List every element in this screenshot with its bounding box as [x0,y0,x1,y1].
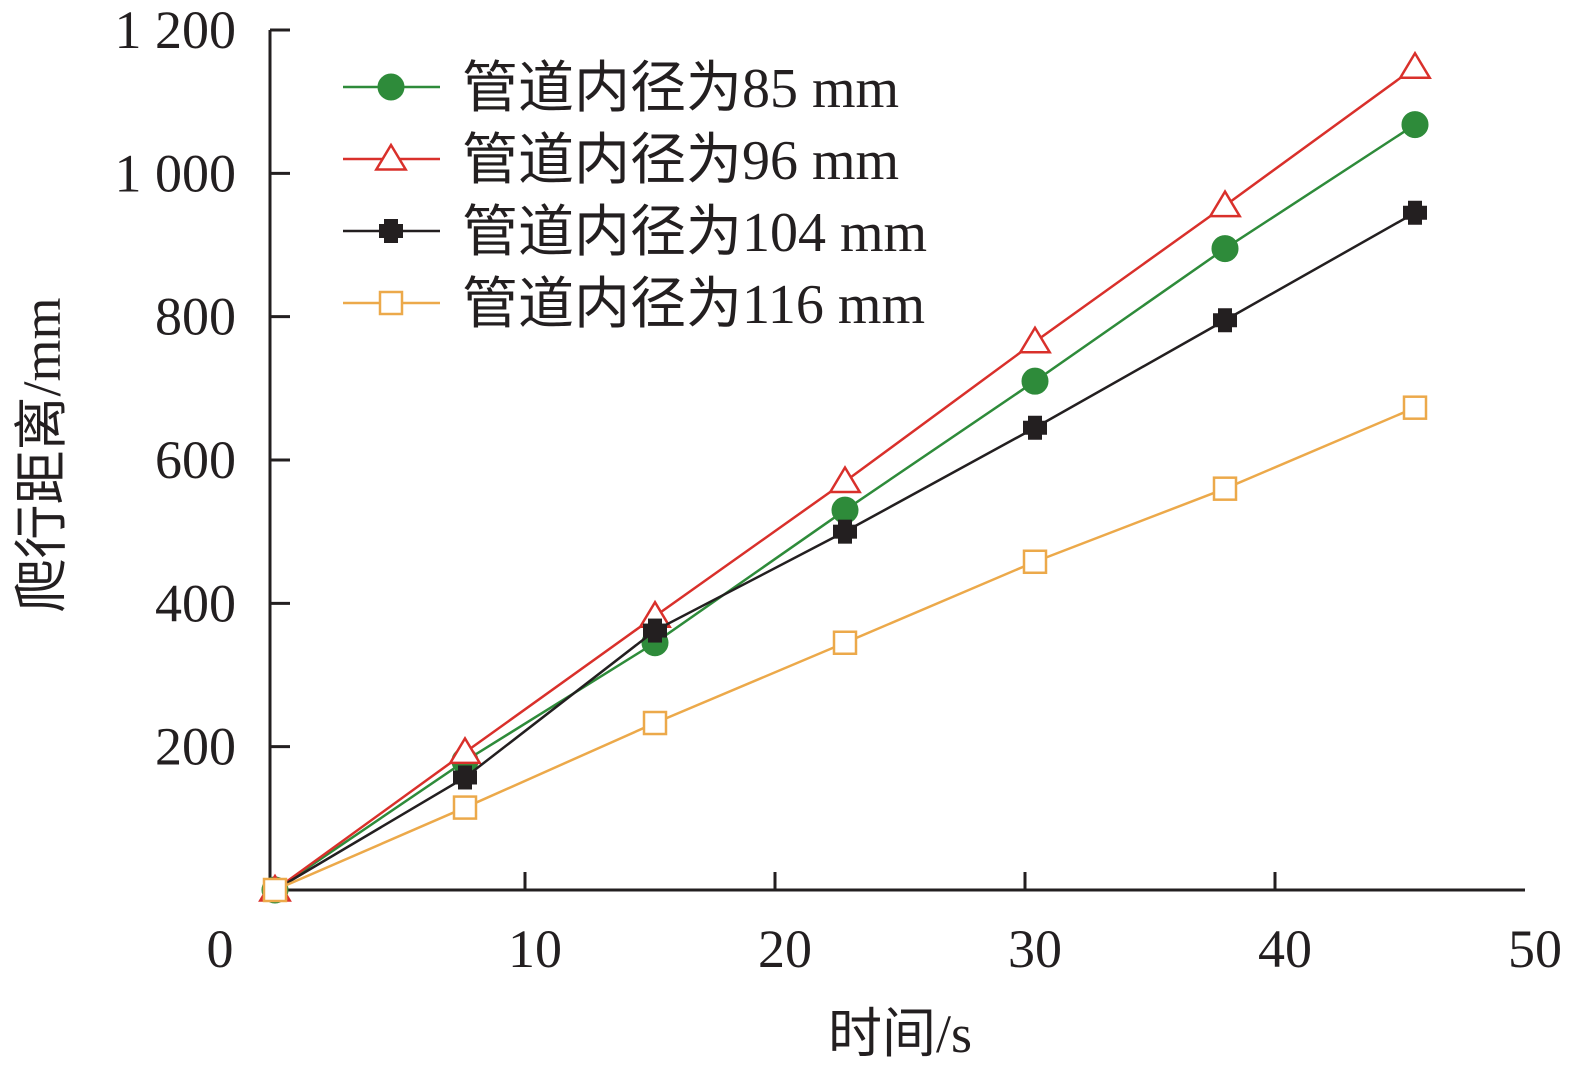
data-point [1023,415,1047,440]
x-tick-label: 0 [207,919,234,979]
data-point [1402,395,1428,420]
data-point [453,765,477,790]
data-point [642,710,668,736]
data-point [262,877,288,903]
legend-item: 管道内径为104 mm [343,202,927,264]
data-point [448,735,482,765]
legend-label: 管道内径为96 mm [462,130,899,192]
data-point [1212,476,1238,501]
x-tick-label: 10 [508,919,562,979]
tick-labels: 200 400 600 800 1 000 1 200 0 10 20 30 40 50 [115,0,1563,979]
axis-ticks [270,28,1277,890]
data-point [1398,50,1432,80]
data-point [828,465,862,494]
y-tick-label: 400 [155,573,236,633]
y-tick-label: 600 [155,430,236,490]
y-tick-label: 200 [155,717,236,777]
legend-marker [377,73,405,101]
data-point [1213,308,1237,333]
data-point [1211,235,1239,263]
data-point [643,618,667,643]
series-layer [258,50,1432,904]
legend-marker [374,142,408,171]
x-axis-label: 时间/s [828,1004,972,1064]
data-point [833,519,857,544]
legend-marker [378,290,404,316]
x-tick-label: 50 [1508,919,1562,979]
data-point [1208,189,1242,218]
legend: 管道内径为85 mm 管道内径为96 mm 管道内径为104 mm 管道内径为116 … [343,58,927,336]
legend-label: 管道内径为104 mm [462,202,927,264]
y-axis-label: 爬行距离/mm [12,297,72,612]
legend-item: 管道内径为96 mm [343,130,899,192]
legend-marker [379,219,403,243]
data-point [452,795,478,820]
legend-item: 管道内径为116 mm [343,274,925,336]
data-point [1403,200,1427,225]
data-point [1021,367,1049,395]
x-tick-label: 40 [1258,919,1312,979]
data-point [1401,111,1429,139]
data-point [831,496,859,524]
legend-item: 管道内径为85 mm [343,58,899,120]
x-tick-label: 20 [758,919,812,979]
y-tick-label: 1 000 [115,143,237,203]
data-point [832,630,858,655]
data-point [1022,549,1048,575]
x-tick-label: 30 [1008,919,1062,979]
series-3 [262,395,1428,903]
y-tick-label: 800 [155,287,236,347]
data-point [1018,325,1052,354]
series-1 [258,50,1432,902]
legend-label: 管道内径为116 mm [462,274,925,336]
y-tick-label: 1 200 [115,0,237,60]
legend-label: 管道内径为85 mm [462,58,899,120]
